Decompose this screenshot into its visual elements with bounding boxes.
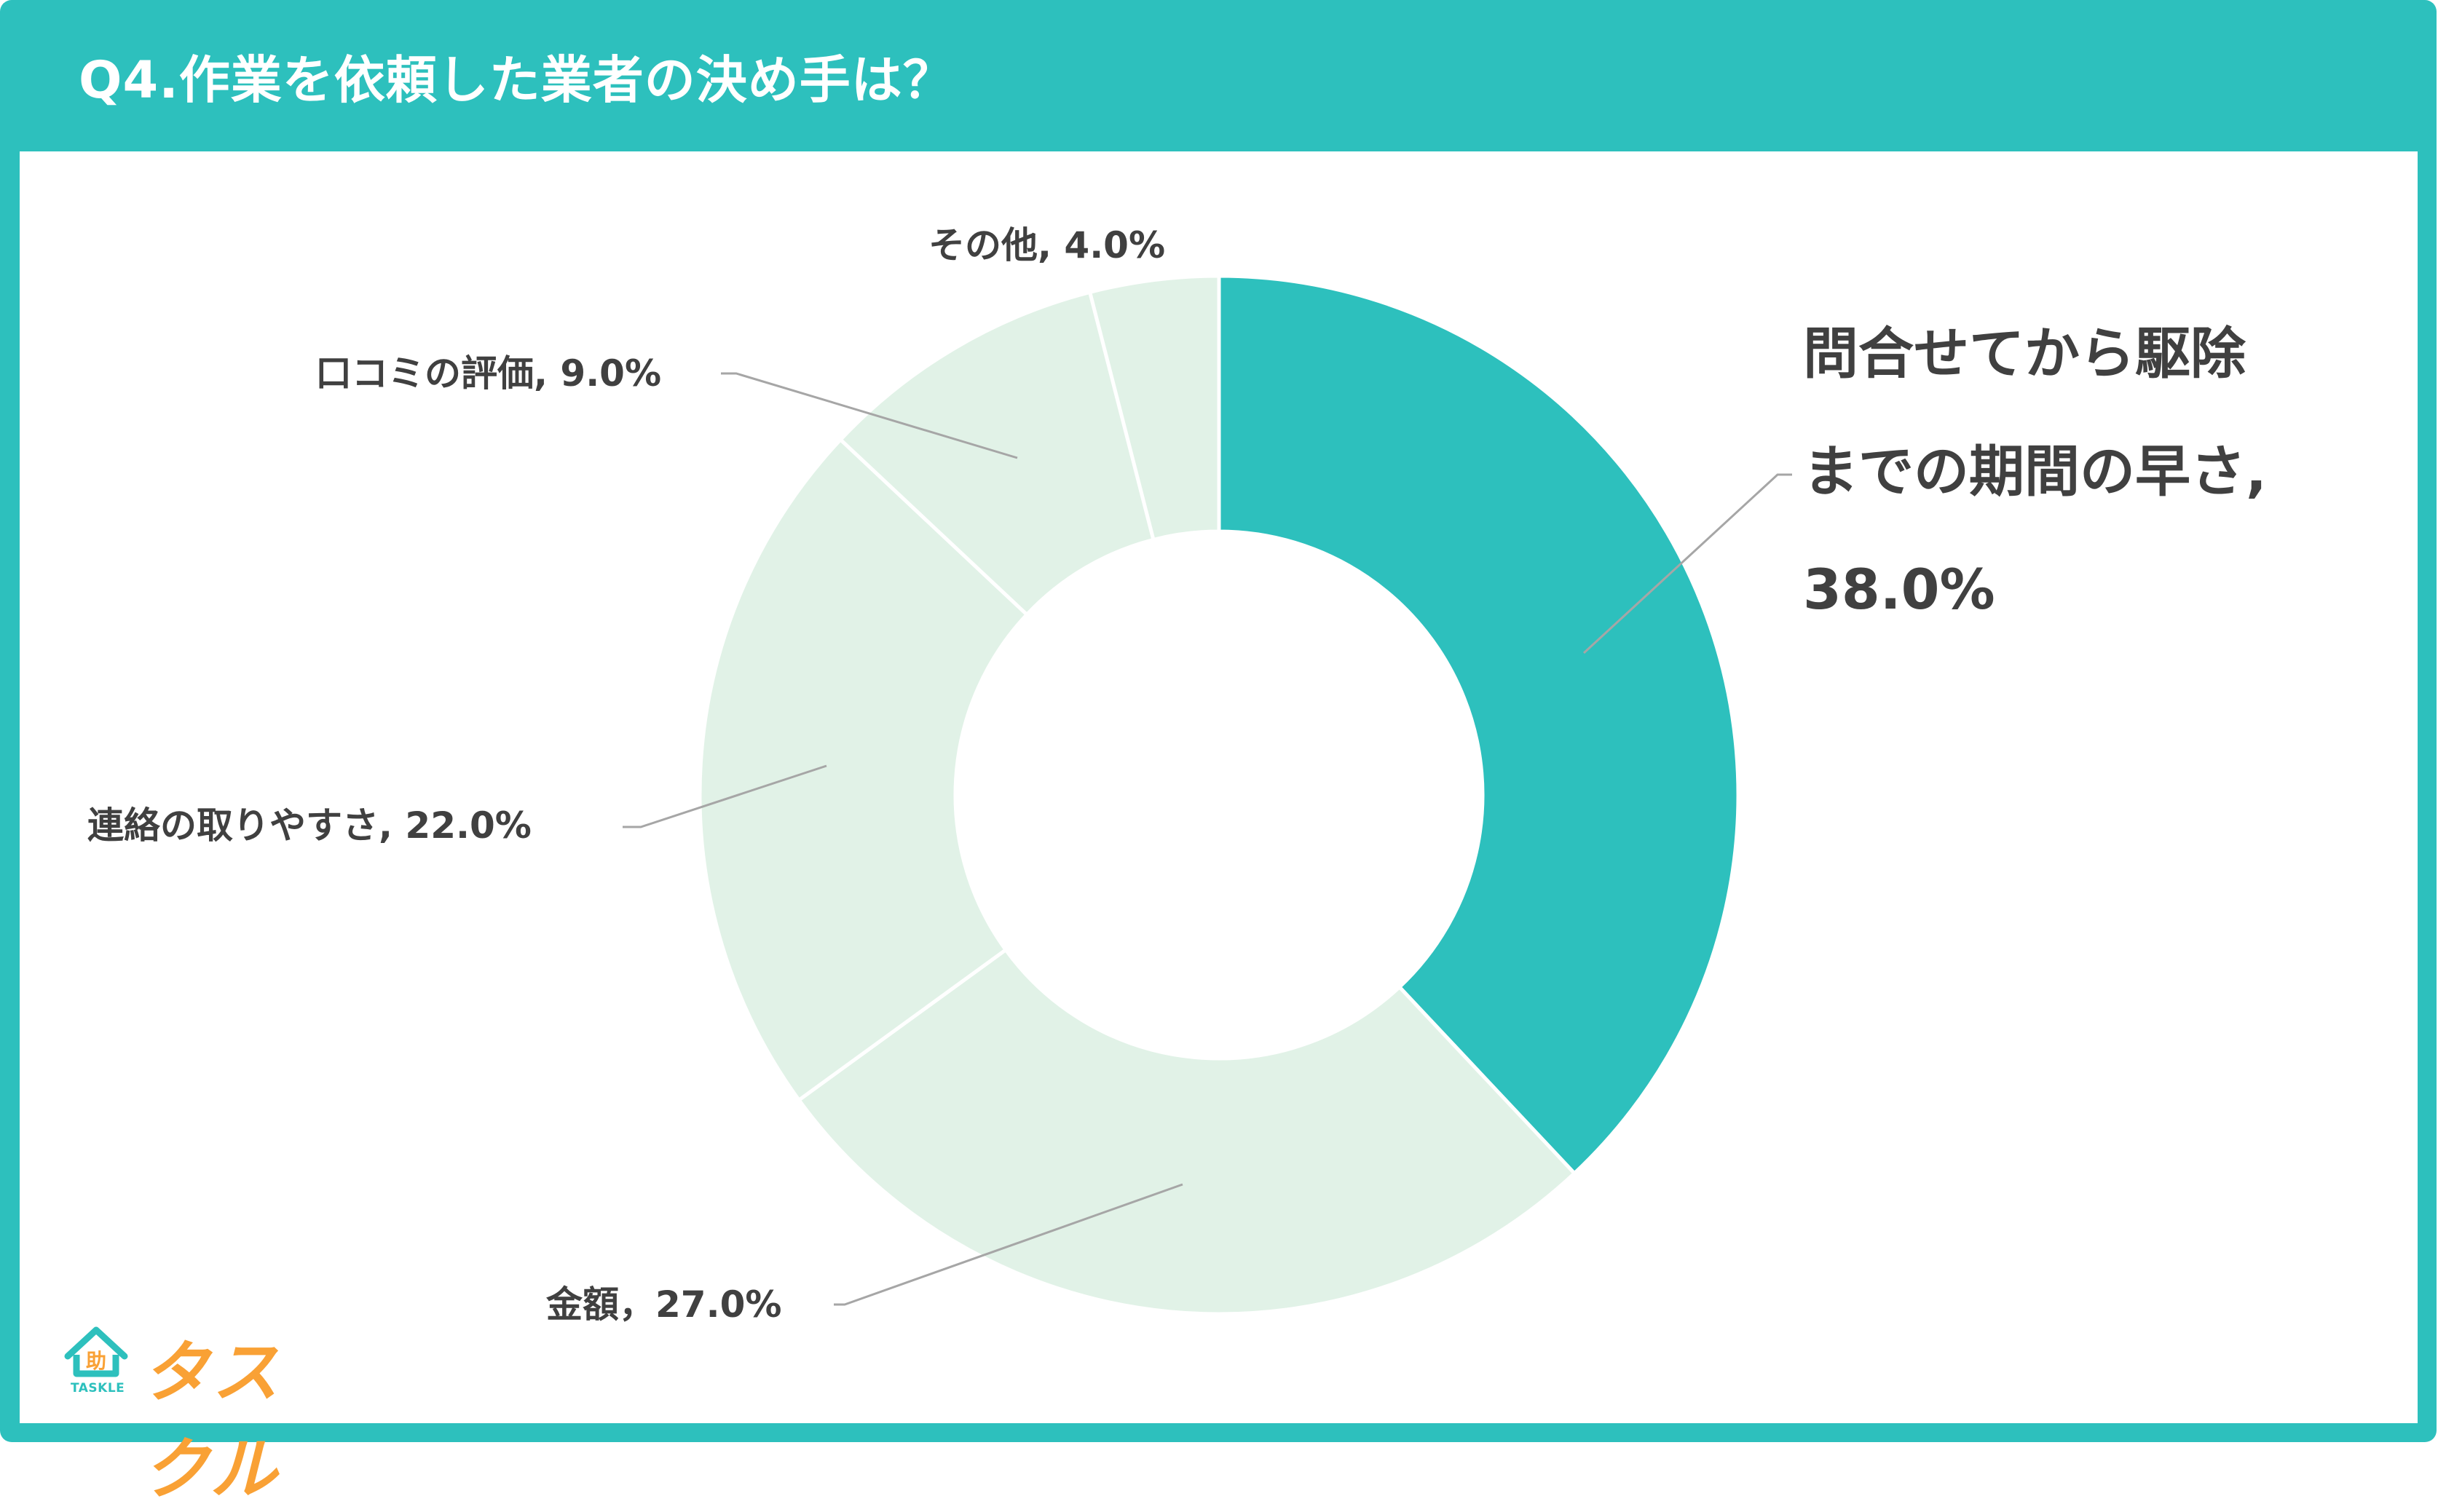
label-speed-line1: 問合せてから駆除 <box>1803 321 2246 386</box>
donut-segment <box>1217 274 1740 1176</box>
donut-segment <box>698 437 1030 1103</box>
leader-line-speed <box>1582 473 1792 654</box>
taskle-logo: 助 TASKLE タスクル <box>62 1323 309 1508</box>
logo-brand-name: タスクル <box>142 1334 283 1508</box>
house-icon: 助 <box>64 1326 128 1377</box>
leader-line-price <box>834 1183 1183 1306</box>
logo-subtext: TASKLE <box>71 1381 125 1396</box>
donut-chart <box>623 274 1792 1316</box>
label-speed-line2: までの期間の早さ, <box>1803 439 2267 504</box>
leader-line-reviews <box>721 372 1018 459</box>
leader-line-contact <box>623 764 827 828</box>
donut-segments <box>698 274 1740 1316</box>
chart-title: Q4.作業を依頼した業者の決め手は？ <box>79 50 955 110</box>
label-reviews: 口コミの評価, 9.0% <box>315 352 662 395</box>
label-speed-value: 38.0% <box>1803 557 1995 622</box>
label-price: 金額，27.0% <box>546 1283 782 1326</box>
svg-text:助: 助 <box>86 1349 106 1373</box>
leader-lines <box>623 372 1792 1306</box>
label-other: その他, 4.0% <box>928 224 1166 266</box>
donut-segment <box>837 290 1156 617</box>
donut-segment <box>796 947 1577 1316</box>
label-contact: 連絡の取りやすさ, 22.0% <box>87 804 532 847</box>
donut-segment <box>1087 274 1221 542</box>
